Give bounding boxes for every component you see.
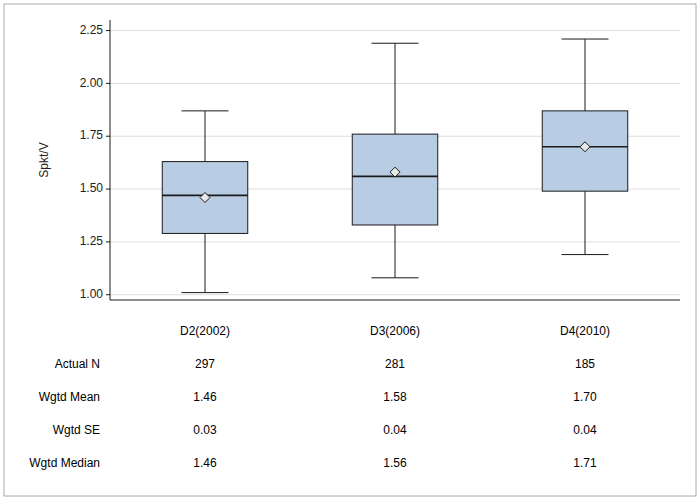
y-tick bbox=[106, 241, 110, 242]
chart-svg: 1.00 1.25 1.50 1.75 2.00 2.25 Spkt/V D2(2002) D3… bbox=[0, 0, 700, 500]
table-cell: 1.56 bbox=[383, 456, 407, 470]
y-tick-label: 1.50 bbox=[80, 181, 104, 195]
table-cell: 297 bbox=[195, 357, 215, 371]
lower-whisker bbox=[395, 225, 396, 278]
y-tick-label: 1.00 bbox=[80, 287, 104, 301]
grid-line bbox=[110, 294, 680, 295]
y-tick bbox=[106, 189, 110, 190]
y-tick-label: 1.25 bbox=[80, 234, 104, 248]
box bbox=[162, 162, 248, 234]
upper-whisker bbox=[585, 39, 586, 111]
table-cell: 0.03 bbox=[193, 423, 217, 437]
y-tick-label: 1.75 bbox=[80, 128, 104, 142]
table-header: D4(2010) bbox=[560, 324, 610, 338]
table-header: D3(2006) bbox=[370, 324, 420, 338]
mean-marker bbox=[200, 193, 210, 203]
y-tick-label: 2.25 bbox=[80, 23, 104, 37]
chart-container: 1.00 1.25 1.50 1.75 2.00 2.25 Spkt/V D2(2002) D3… bbox=[0, 0, 700, 500]
upper-whisker bbox=[205, 111, 206, 162]
grid-line bbox=[110, 30, 680, 31]
grid bbox=[110, 31, 680, 295]
x-axis-line bbox=[110, 300, 680, 301]
mean-marker bbox=[580, 142, 590, 152]
y-tick bbox=[106, 294, 110, 295]
table-cell: 1.46 bbox=[193, 390, 217, 404]
lower-cap bbox=[561, 254, 608, 255]
lower-whisker bbox=[585, 191, 586, 254]
table-cell: 185 bbox=[575, 357, 595, 371]
table-row-label: Wgtd Mean bbox=[39, 390, 100, 404]
table-cell: 1.58 bbox=[383, 390, 407, 404]
y-axis-label: Spkt/V bbox=[37, 142, 51, 177]
lower-whisker bbox=[205, 233, 206, 292]
table-header: D2(2002) bbox=[180, 324, 230, 338]
marks bbox=[162, 39, 628, 293]
upper-cap bbox=[371, 43, 418, 44]
y-axis: 1.00 1.25 1.50 1.75 2.00 2.25 bbox=[80, 20, 110, 301]
box bbox=[352, 134, 438, 225]
box bbox=[542, 111, 628, 191]
table-cell: 0.04 bbox=[383, 423, 407, 437]
y-axis-line bbox=[110, 20, 111, 300]
y-tick bbox=[106, 30, 110, 31]
table-row-label: Actual N bbox=[55, 357, 100, 371]
mean-marker bbox=[390, 167, 400, 177]
upper-cap bbox=[181, 110, 228, 111]
box-group bbox=[162, 111, 248, 293]
y-tick-label: 2.00 bbox=[80, 76, 104, 90]
box-group bbox=[352, 43, 438, 278]
table-cell: 1.46 bbox=[193, 456, 217, 470]
table-cell: 0.04 bbox=[573, 423, 597, 437]
table: D2(2002) D3(2006) D4(2010) Actual N 297 281 18… bbox=[29, 324, 610, 470]
lower-cap bbox=[371, 277, 418, 278]
table-row-label: Wgtd SE bbox=[53, 423, 100, 437]
y-tick bbox=[106, 136, 110, 137]
table-row-label: Wgtd Median bbox=[29, 456, 100, 470]
table-cell: 281 bbox=[385, 357, 405, 371]
y-tick bbox=[106, 83, 110, 84]
figure-border bbox=[4, 4, 696, 496]
box-group bbox=[542, 39, 628, 255]
upper-cap bbox=[561, 39, 608, 40]
lower-cap bbox=[181, 292, 228, 293]
upper-whisker bbox=[395, 43, 396, 134]
table-cell: 1.71 bbox=[573, 456, 597, 470]
table-cell: 1.70 bbox=[573, 390, 597, 404]
